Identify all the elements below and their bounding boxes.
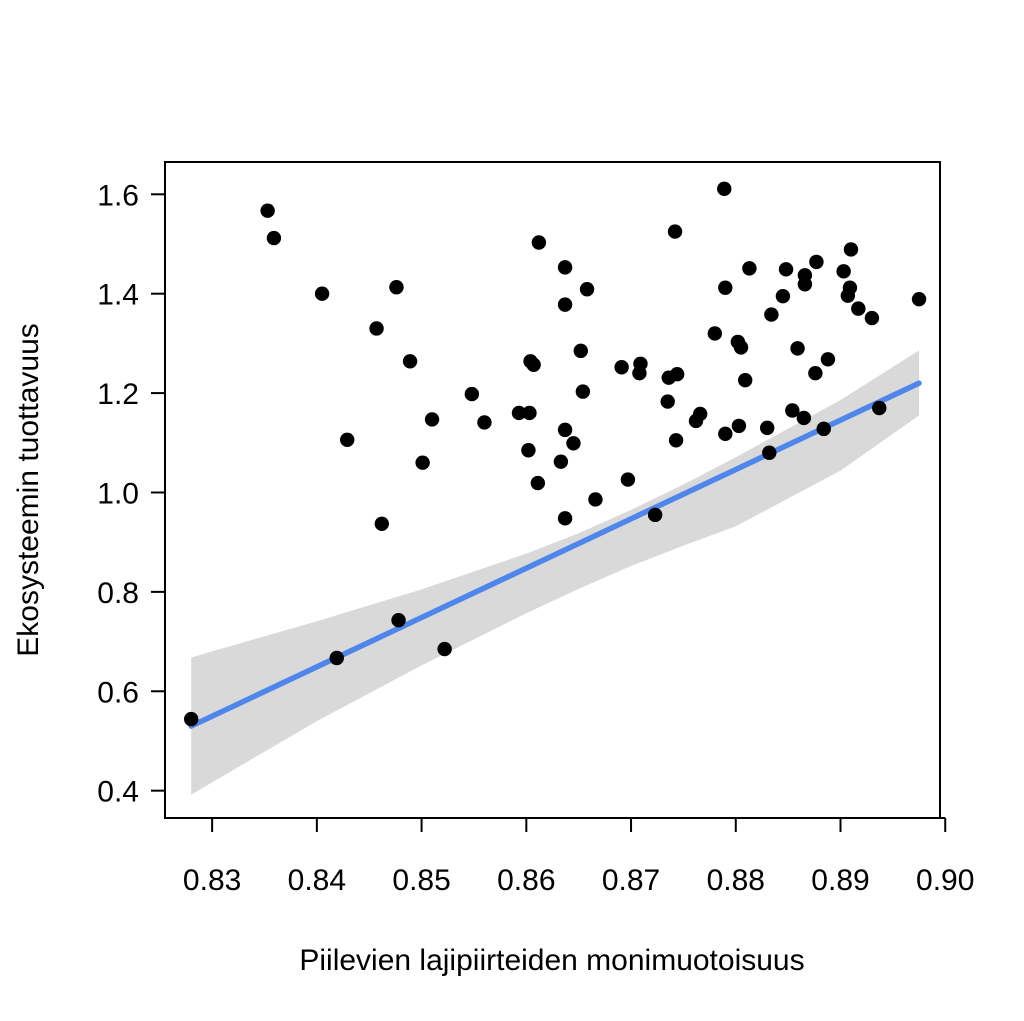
data-point bbox=[816, 421, 831, 437]
data-point bbox=[437, 641, 452, 657]
data-point bbox=[843, 242, 859, 257]
y-tick-label: 1.2 bbox=[97, 378, 139, 411]
confidence-band bbox=[191, 350, 920, 795]
data-point bbox=[573, 343, 588, 359]
data-point bbox=[557, 422, 573, 438]
x-tick-label: 0.84 bbox=[288, 864, 346, 897]
data-point bbox=[329, 650, 344, 666]
data-point bbox=[521, 443, 536, 458]
y-tick-label: 1.0 bbox=[97, 477, 139, 510]
fit-line-layer bbox=[188, 380, 922, 729]
data-point bbox=[718, 426, 733, 442]
data-point bbox=[260, 203, 275, 218]
data-point bbox=[851, 301, 866, 316]
data-point bbox=[314, 286, 330, 301]
data-point bbox=[374, 516, 389, 531]
data-point bbox=[557, 260, 573, 275]
data-point bbox=[369, 321, 384, 336]
y-axis-label: Ekosysteemin tuottavuus bbox=[12, 323, 45, 657]
data-point bbox=[424, 412, 440, 427]
data-point bbox=[669, 367, 685, 382]
data-point bbox=[785, 403, 800, 418]
x-tick-label: 0.85 bbox=[392, 864, 450, 897]
x-axis: 0.83 0.84 0.85 0.86 0.87 0.88 0.89 0.90 bbox=[183, 817, 974, 897]
data-point bbox=[692, 406, 708, 422]
data-point bbox=[391, 613, 406, 628]
data-point bbox=[526, 357, 541, 372]
data-point bbox=[707, 326, 723, 341]
data-point bbox=[340, 432, 355, 448]
data-point bbox=[911, 291, 927, 307]
data-point bbox=[668, 433, 684, 448]
data-point bbox=[718, 280, 733, 295]
y-tick-label: 0.8 bbox=[97, 577, 139, 610]
data-point bbox=[836, 264, 851, 279]
data-point bbox=[864, 310, 880, 326]
data-point bbox=[842, 280, 858, 295]
data-point bbox=[820, 352, 836, 367]
data-point bbox=[647, 507, 663, 523]
data-point bbox=[389, 280, 404, 295]
data-point bbox=[717, 181, 732, 197]
data-point bbox=[511, 405, 527, 421]
data-point bbox=[575, 384, 591, 399]
data-point bbox=[633, 356, 648, 371]
data-point bbox=[553, 454, 569, 469]
data-point bbox=[415, 455, 430, 470]
data-point bbox=[872, 400, 887, 416]
x-tick-label: 0.88 bbox=[707, 864, 765, 897]
data-point bbox=[522, 405, 537, 421]
data-point bbox=[796, 410, 812, 426]
data-point bbox=[266, 230, 282, 246]
data-point bbox=[660, 394, 675, 409]
data-point bbox=[808, 366, 823, 381]
data-point bbox=[762, 445, 777, 460]
y-axis: 0.4 0.6 0.8 1.0 1.2 1.4 1.6 bbox=[97, 179, 166, 809]
data-point bbox=[557, 297, 573, 312]
x-tick-label: 0.86 bbox=[497, 864, 555, 897]
regression-line bbox=[188, 380, 922, 729]
data-point bbox=[579, 282, 595, 297]
x-tick-label: 0.83 bbox=[183, 864, 241, 897]
data-point bbox=[620, 472, 636, 487]
x-tick-label: 0.90 bbox=[916, 864, 974, 897]
points-layer bbox=[183, 181, 927, 727]
data-point bbox=[477, 415, 492, 430]
data-point bbox=[778, 262, 794, 277]
y-tick-label: 0.4 bbox=[97, 776, 139, 809]
data-point bbox=[530, 475, 546, 491]
data-point bbox=[464, 386, 480, 402]
data-point bbox=[733, 340, 749, 355]
data-point bbox=[566, 436, 581, 451]
data-point bbox=[531, 235, 547, 250]
x-tick-label: 0.87 bbox=[602, 864, 660, 897]
data-point bbox=[759, 420, 775, 436]
y-tick-label: 0.6 bbox=[97, 676, 139, 709]
data-point bbox=[588, 492, 603, 507]
data-point bbox=[775, 288, 791, 304]
y-tick-label: 1.6 bbox=[97, 179, 139, 212]
data-point bbox=[790, 341, 805, 356]
x-axis-label: Piilevien lajipiirteiden monimuotoisuus bbox=[299, 944, 804, 977]
y-tick-label: 1.4 bbox=[97, 279, 139, 312]
confidence-band-layer bbox=[191, 350, 920, 795]
data-point bbox=[402, 354, 418, 369]
data-point bbox=[809, 254, 824, 270]
data-point bbox=[797, 268, 813, 283]
data-point bbox=[557, 511, 573, 526]
data-point bbox=[183, 711, 199, 727]
data-point bbox=[667, 224, 683, 239]
data-point bbox=[764, 307, 779, 322]
data-point bbox=[731, 418, 747, 434]
x-tick-label: 0.89 bbox=[811, 864, 869, 897]
data-point bbox=[738, 372, 753, 388]
data-point bbox=[742, 261, 757, 276]
data-point bbox=[614, 360, 629, 375]
